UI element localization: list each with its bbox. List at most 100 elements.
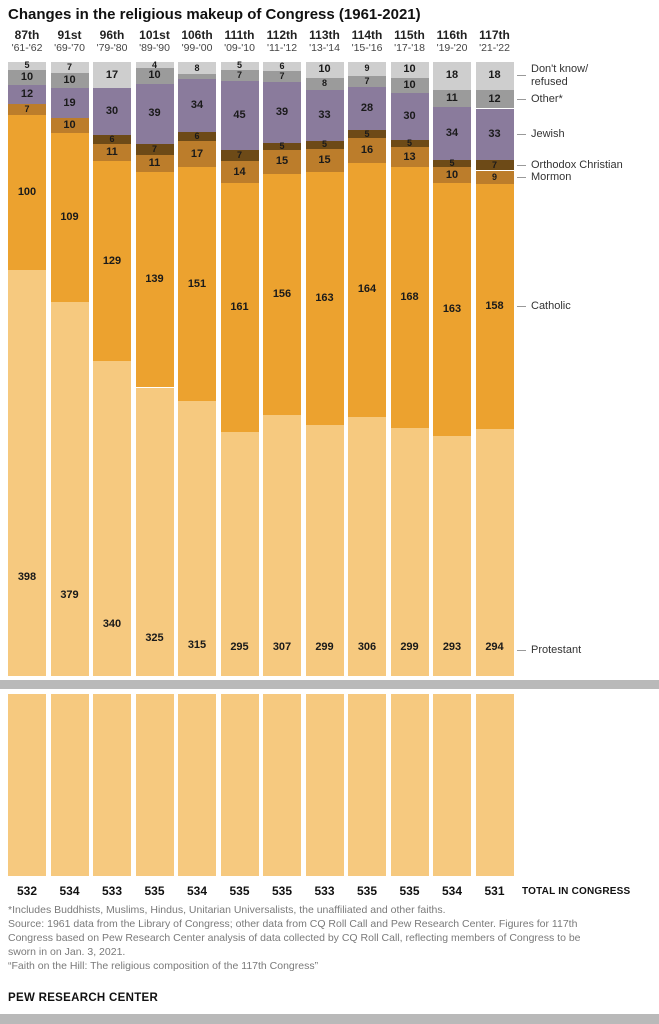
bar-segment: 8	[178, 62, 216, 75]
segment-value-label: 18	[445, 69, 459, 82]
total-value: 533	[101, 884, 123, 898]
segment-value-label: 11	[106, 146, 118, 159]
segment-value-label: 100	[17, 185, 37, 198]
segment-value-label: 10	[403, 63, 416, 76]
segment-value-label: 6	[109, 133, 115, 144]
segment-value-label: 295	[230, 641, 249, 653]
segment-value-label: 17	[190, 147, 204, 160]
congress-label: 114th	[351, 28, 383, 42]
segment-value-label: 5	[321, 139, 327, 150]
total-value: 532	[16, 884, 38, 898]
bar-segment	[475, 429, 514, 676]
bar-segment: 7	[475, 159, 514, 171]
congress-label: 106th	[181, 28, 213, 42]
segment-value-label: 340	[102, 617, 122, 630]
bar-segment: 158	[475, 184, 514, 430]
legend-label: Other*	[531, 92, 563, 105]
segment-value-label: 33	[318, 108, 331, 121]
bar-segment: 139	[135, 172, 174, 388]
bar-segment: 7	[263, 71, 301, 83]
years-label: '09-'10	[224, 42, 255, 54]
column-header: 101st '89-'90	[133, 28, 177, 54]
segment-value-label: 398	[17, 571, 37, 584]
segment-value-label: 109	[60, 211, 79, 224]
column-header: 91st '69-'70	[48, 28, 92, 54]
bar-chart-continuation	[0, 694, 659, 876]
bar-segment: 7	[8, 103, 46, 115]
stacked-bar: 6 7 39 5 15 156 307	[263, 62, 301, 676]
segment-value-label: 30	[403, 109, 416, 122]
congress-label: 113th	[309, 28, 340, 42]
legend-label: Catholic	[531, 300, 571, 313]
segment-value-label: 151	[187, 277, 207, 290]
legend-label: Orthodox Christian	[531, 158, 623, 171]
bar-segment: 33	[305, 89, 344, 142]
bar-segment: 161	[220, 182, 259, 433]
bar-segment	[178, 401, 216, 676]
bar-segment: 7	[220, 69, 259, 81]
stacked-bar: 4 10 39 7 11 139 325	[135, 60, 174, 676]
footnote-quote: “Faith on the Hill: The religious compos…	[8, 959, 319, 972]
bar-segment: 7	[135, 144, 174, 155]
legend-item: Jewish	[517, 128, 565, 141]
legend-tick	[517, 650, 526, 651]
segment-value-label: 7	[364, 75, 370, 86]
congress-label: 101st	[139, 28, 170, 42]
stacked-bar: 5 7 45 7 14 161 295	[220, 61, 259, 676]
segment-value-label: 10	[63, 119, 76, 132]
bar-continuation	[433, 694, 471, 876]
years-label: '11-'12	[266, 42, 298, 54]
bar-segment: 11	[93, 144, 131, 162]
stacked-bar-chart: 5 10 12 7 100 398 7 10 19 10 109 379 17 30 6 11 129 340 4 1…	[0, 60, 659, 676]
bar-segment: 10	[390, 77, 429, 93]
segment-value-label: 12	[488, 92, 501, 105]
segment-value-label: 18	[488, 69, 501, 82]
segment-value-label: 315	[187, 638, 207, 651]
bar-segment: 5	[263, 141, 301, 150]
bar-segment: 8	[305, 77, 344, 90]
bar-segment: 17	[178, 141, 216, 168]
column-header: 113th '13-'14	[303, 28, 347, 54]
bar-segment: 6	[93, 133, 131, 145]
segment-value-label: 30	[105, 105, 119, 118]
bar-segment: 168	[390, 167, 429, 428]
bar-segment	[93, 361, 131, 676]
total-value: 534	[186, 884, 208, 898]
page-title: Changes in the religious makeup of Congr…	[8, 6, 421, 23]
legend-label: Mormon	[531, 170, 572, 183]
segment-value-label: 11	[446, 91, 458, 104]
bar-segment: 39	[135, 83, 174, 145]
bar-segment: 10	[305, 62, 344, 78]
legend-item: Don't know/refused	[517, 63, 588, 89]
legend-item: Protestant	[517, 644, 581, 657]
bar-segment: 156	[263, 173, 301, 416]
stacked-bar: 8 34 6 17 151 315	[178, 62, 216, 676]
segment-value-label: 10	[63, 74, 76, 87]
legend-label: Don't know/refused	[531, 62, 589, 88]
bar-segment	[50, 302, 89, 676]
segment-value-label: 12	[20, 88, 34, 101]
bar-segment: 10	[433, 167, 471, 183]
total-value: 534	[59, 884, 80, 898]
bar-segment: 45	[220, 80, 259, 151]
bar-segment: 28	[348, 86, 386, 131]
bar-continuation	[220, 694, 259, 876]
segment-value-label: 5	[406, 137, 412, 148]
bar-segment: 7	[50, 62, 89, 73]
bar-segment: 13	[390, 147, 429, 168]
segment-value-label: 5	[24, 60, 30, 71]
bar-segment: 17	[93, 62, 131, 89]
segment-value-label: 16	[360, 143, 374, 156]
footnotes: *Includes Buddhists, Muslims, Hindus, Un…	[8, 904, 608, 974]
bar-segment: 151	[178, 167, 216, 402]
bar-continuation	[390, 694, 429, 876]
congress-label: 87th	[14, 28, 40, 42]
congress-label: 111th	[224, 28, 255, 42]
stacked-bar: 18 11 34 5 10 163 293	[433, 62, 471, 676]
bar-segment: 109	[50, 133, 89, 303]
legend-tick	[517, 306, 526, 308]
legend-tick	[517, 164, 526, 166]
segment-value-label: 17	[105, 68, 119, 81]
bar-segment	[263, 415, 301, 676]
years-label: '89-'90	[139, 42, 170, 54]
